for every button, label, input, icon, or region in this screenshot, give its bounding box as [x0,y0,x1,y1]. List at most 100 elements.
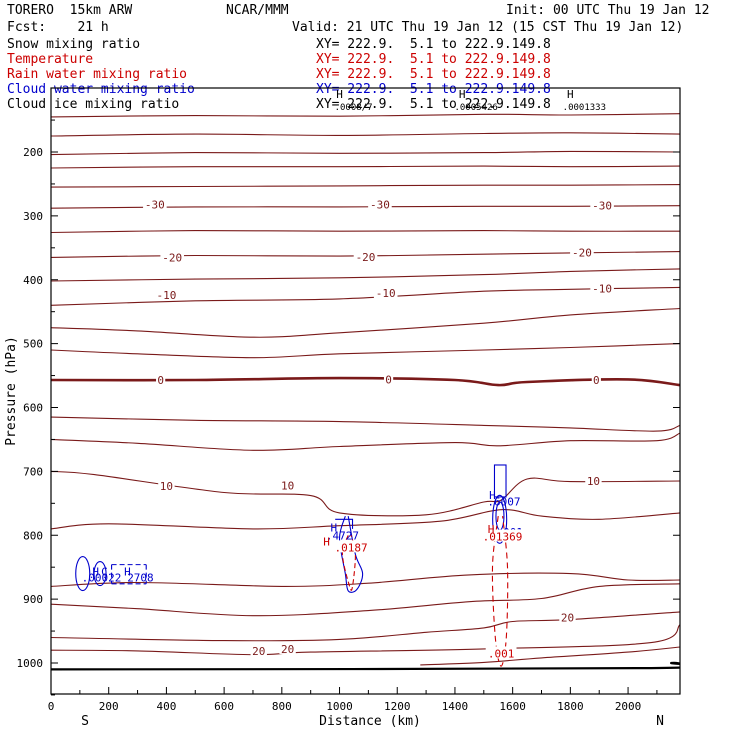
temperature-contour [51,509,680,530]
rain-label-bg [485,646,517,659]
temperature-contour-label: 20 [281,643,294,656]
x-axis-title: Distance (km) [319,714,421,729]
snow-extremum-value: .0008/7 [335,103,373,113]
temperature-contour [51,307,680,338]
temperature-contour-label-bg [590,281,614,294]
temperature-contour [51,165,680,169]
temperature-contour-label: 10 [281,479,294,492]
temperature-contour [51,286,680,306]
temperature-contour [51,113,680,118]
cloud-water-contour [492,494,508,544]
temperature-contour-label: -30 [592,200,612,213]
cloud-water-contour [93,561,107,587]
cloud-water-label: .6007 [487,495,520,508]
snow-extremum-marker: H [459,88,466,101]
temperature-contour-label: 10 [587,475,600,488]
ground-surface [51,661,680,671]
field-label-snow: Snow mixing ratio [7,37,141,52]
field-label-cloud-water: Cloud water mixing ratio [7,82,195,97]
cloud-water-label: .00022 [82,571,122,584]
field-xy-cloud-ice: XY= 222.9. 5.1 to 222.9.149.8 [316,97,551,112]
model-title: TORERO 15km ARW [7,3,133,18]
x-tick-label: 200 [99,700,119,713]
temperature-contour-label: 0 [157,374,164,387]
cloud-water-contour [335,518,354,529]
y-tick-label: 800 [23,529,43,542]
temperature-contour-label-bg [279,641,296,654]
zero-isotherm [51,376,680,387]
temperature-contour-label-bg [570,245,594,258]
y-tick-label: 1000 [17,657,44,670]
cloud-water-label: .4727 [326,529,359,542]
field-xy-snow: XY= 222.9. 5.1 to 222.9.149.8 [316,37,551,52]
x-tick-label: 400 [156,700,176,713]
extremum-marker: H [489,489,496,502]
temperature-contour-label: -10 [376,287,396,300]
forecast-hour: Fcst: 21 h [7,20,109,35]
temperature-contour [51,470,680,517]
x-tick-label: 1600 [499,700,526,713]
x-tick-label: 1200 [384,700,411,713]
temperature-contour-label: 10 [160,480,173,493]
contour-labels: -30 -30 -30 -20 -20 -20 -10 -10 -10 0 0 0 10 10 10 20 20… [82,88,614,660]
temperature-contour-label: -30 [370,198,390,211]
field-label-cloud-ice: Cloud ice mixing ratio [7,97,180,112]
temperature-contour [51,268,680,282]
field-label-temperature: Temperature [7,52,94,67]
temperature-contour [51,583,680,617]
y-tick-label: 700 [23,465,43,478]
center-title: NCAR/MMM [226,3,289,18]
temperature-contour-label: 0 [593,374,600,387]
cloud-water-contour [75,556,91,592]
x-tick-label: 1400 [442,700,469,713]
temperature-contour-label-bg [383,372,394,385]
cloud-water-label: 2708 [127,571,154,584]
temperature-contour-label: -10 [156,289,176,302]
temperature-contour-label-bg [368,197,392,210]
temperature-contour-label-bg [585,473,602,486]
temperature-contour [420,646,680,666]
y-axis-title: Pressure (hPa) [4,336,19,446]
temperature-contour-label-bg [279,478,296,491]
temperature-contour-label: 20 [561,612,574,625]
temperature-contour-label-bg [154,288,179,301]
rain-label-bg [479,529,526,542]
temperature-contour [51,572,680,587]
snow-extremum-marker: H [567,88,574,101]
temperature-contour [51,150,680,156]
temperature-contour-label-bg [590,198,614,211]
temperature-contour [51,432,680,451]
cloud-water-contours [75,464,508,593]
temperature-contour-label-bg [591,373,601,386]
ground-line [51,661,680,671]
extremum-marker: H [124,566,131,579]
y-tick-label: 500 [23,338,43,351]
y-tick-label: 900 [23,593,43,606]
plot-frame [50,87,681,695]
snow-extremum-marker: H [336,88,343,101]
temperature-contour-label-bg [353,249,378,262]
temperature-contour [51,611,680,642]
temperature-contour-label-bg [559,610,576,623]
rain-label-bg [332,540,371,553]
temperature-contour-label: 0 [385,373,392,386]
rain-label: .0187 [335,541,368,554]
x-tick-label: 800 [272,700,292,713]
rain-label: .01369 [483,531,523,544]
temperature-contour-label: -20 [572,246,592,259]
snow-extremum-value: .0005426 [454,103,497,113]
extremum-marker: H [92,566,99,579]
temperature-contour-label-bg [373,286,398,299]
x-tick-label: 2000 [615,700,642,713]
x-tick-label: 600 [214,700,234,713]
temperature-contour-label-bg [143,197,167,210]
snow-extremum-value: .0001333 [563,103,606,113]
field-xy-rain: XY= 222.9. 5.1 to 222.9.149.8 [316,67,551,82]
temperature-contour [51,343,680,359]
cloud-water-contour [493,464,507,498]
temperature-contour-label: 20 [252,645,265,658]
rain-label: .001 [488,647,515,660]
y-tick-label: 300 [23,210,43,223]
temperature-contour-label-bg [250,643,267,656]
